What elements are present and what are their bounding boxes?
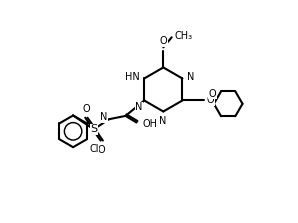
Text: N: N <box>187 72 195 82</box>
Text: Cl: Cl <box>89 144 99 154</box>
Text: O: O <box>83 104 90 114</box>
Text: O: O <box>209 89 217 99</box>
Text: N: N <box>135 102 142 112</box>
Text: OH: OH <box>142 119 157 129</box>
Text: O: O <box>207 95 215 105</box>
Text: N: N <box>100 112 107 122</box>
Text: CH₃: CH₃ <box>174 31 193 41</box>
Text: S: S <box>91 124 97 134</box>
Text: O: O <box>98 145 105 155</box>
Text: HN: HN <box>125 72 139 82</box>
Text: O: O <box>159 36 167 46</box>
Text: N: N <box>159 116 166 126</box>
